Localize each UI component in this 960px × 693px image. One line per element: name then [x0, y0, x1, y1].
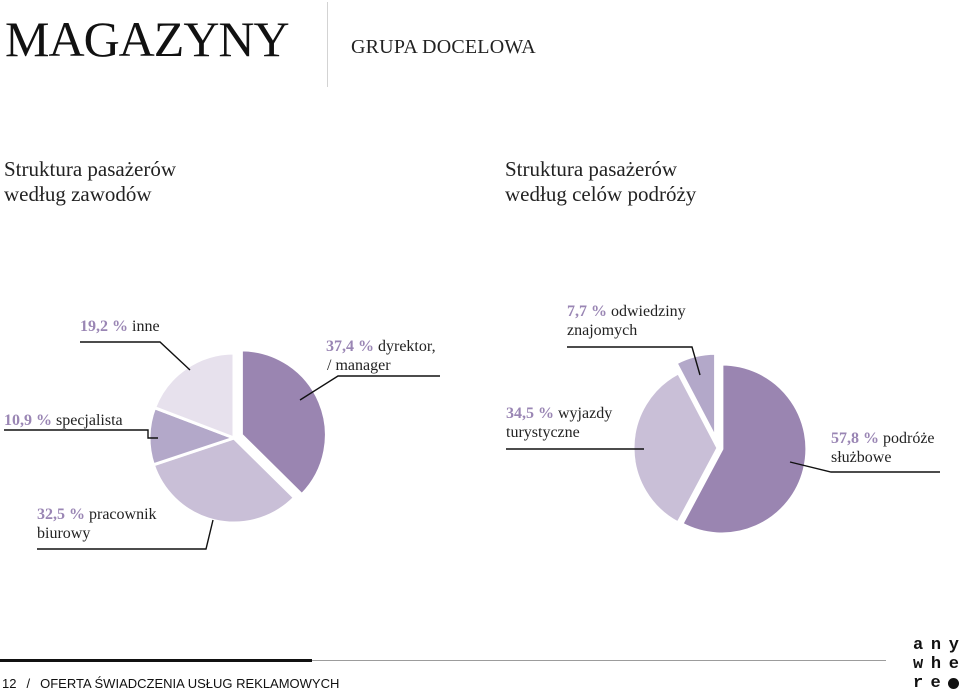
- header-divider: [327, 2, 328, 87]
- logo-letter: r: [913, 674, 924, 693]
- footer-rule: [312, 660, 886, 661]
- logo-letter: e: [930, 674, 941, 693]
- pie-slice: [674, 351, 718, 440]
- section-label: GRUPA DOCELOWA: [351, 36, 536, 58]
- pie-label-percent: 57,8 %: [831, 430, 879, 447]
- chart-title-line: Struktura pasażerów: [4, 157, 177, 181]
- logo-letter: h: [930, 655, 942, 674]
- pie-slice: [153, 351, 236, 440]
- pie-label-percent: 32,5 %: [37, 506, 85, 523]
- pie-label-text: biurowy: [37, 524, 91, 542]
- pie-label-text: specjalista: [56, 412, 123, 429]
- pie-chart-0: [4, 341, 440, 550]
- footer-rule-accent: [0, 659, 312, 662]
- pie-label-percent: 10,9 %: [4, 412, 52, 429]
- pie-label-percent: 19,2 %: [80, 318, 128, 335]
- pie-slice: [680, 362, 809, 536]
- logo-letter: w: [913, 655, 924, 674]
- pie-slice: [631, 371, 720, 525]
- footer-separator: /: [26, 676, 31, 691]
- pie-label-wyjazdy: 34,5 % wyjazdy turystyczne: [506, 405, 612, 443]
- logo-row: w h e: [913, 655, 959, 674]
- chart-title-line: Struktura pasażerów: [505, 157, 678, 181]
- chart-title-travel-purpose: Struktura pasażerów według celów podróży: [505, 157, 696, 207]
- pie-label-text: turystyczne: [506, 423, 580, 441]
- logo-letter: n: [930, 636, 942, 655]
- pie-label-percent: 34,5 %: [506, 405, 554, 422]
- pie-label-odwiedziny: 7,7 % odwiedziny znajomych: [567, 303, 686, 341]
- leader-line: [789, 461, 940, 473]
- logo-mark-icon: [948, 678, 959, 689]
- pie-label-text: dyrektor,: [378, 338, 436, 355]
- leader-line: [299, 375, 440, 401]
- pie-slice: [151, 436, 296, 525]
- logo-letter: y: [948, 636, 959, 655]
- pie-label-text: służbowe: [831, 448, 892, 466]
- pie-label-text: znajomych: [567, 321, 638, 339]
- pie-label-specjalista: 10,9 % specjalista: [4, 412, 123, 431]
- leader-line: [37, 519, 214, 550]
- chart-title-occupations: Struktura pasażerów według zawodów: [4, 157, 176, 207]
- pie-label-text: pracownik: [89, 506, 157, 523]
- leader-line: [80, 341, 191, 371]
- pie-label-percent: 7,7 %: [567, 303, 607, 320]
- page-title: MAGAZYNY: [5, 11, 290, 67]
- pie-label-pracownik: 32,5 % pracownik biurowy: [37, 506, 157, 544]
- pie-slice: [239, 348, 328, 497]
- footer-title: OFERTA ŚWIADCZENIA USŁUG REKLAMOWYCH: [40, 676, 340, 691]
- pie-label-text: / manager: [327, 356, 391, 374]
- leader-line: [4, 429, 158, 439]
- anywhere-logo: a n y w h e r e: [913, 636, 959, 693]
- leader-line: [567, 346, 701, 376]
- page-number: 12: [2, 676, 17, 691]
- logo-row: a n y: [913, 636, 959, 655]
- pie-chart-1: [506, 346, 940, 536]
- footer: 12 / OFERTA ŚWIADCZENIA USŁUG REKLAMOWYCH: [2, 677, 339, 690]
- chart-title-line: według zawodów: [4, 181, 152, 206]
- pie-label-percent: 37,4 %: [326, 338, 374, 355]
- pie-label-dyrektor: 37,4 % dyrektor, / manager: [326, 338, 436, 376]
- chart-title-line: według celów podróży: [505, 181, 697, 206]
- pie-label-inne: 19,2 % inne: [80, 318, 160, 337]
- logo-row: r e: [913, 674, 959, 693]
- pie-label-text: podróże: [883, 430, 935, 447]
- logo-letter: e: [948, 655, 959, 674]
- logo-letter: a: [913, 636, 924, 655]
- pie-label-text: wyjazdy: [558, 405, 613, 422]
- pie-label-text: odwiedziny: [611, 303, 686, 320]
- pie-label-text: inne: [132, 318, 160, 335]
- pie-label-podroze: 57,8 % podróże służbowe: [831, 430, 935, 468]
